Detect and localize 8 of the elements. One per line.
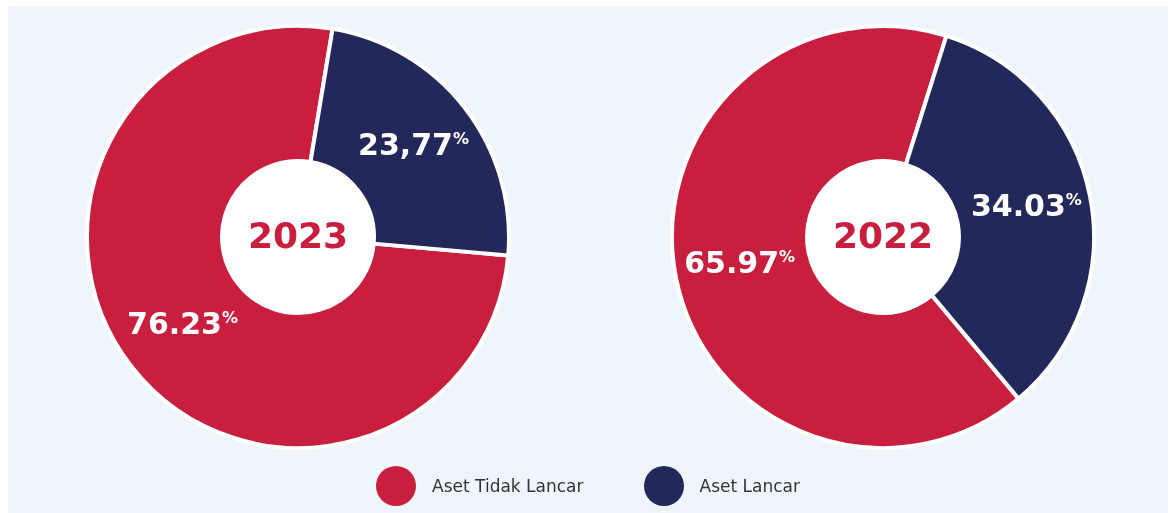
data-label: 65.97% <box>684 245 796 281</box>
data-label: 76.23% <box>127 306 238 342</box>
data-label: 23,77% <box>358 127 469 163</box>
text: 2022 <box>832 215 934 257</box>
data-label: 34.03% <box>970 188 1082 224</box>
legend-label: Aset Tidak Lancar <box>432 476 584 496</box>
text: 2023 <box>247 215 349 257</box>
legend-label: Aset Lancar <box>699 476 800 496</box>
